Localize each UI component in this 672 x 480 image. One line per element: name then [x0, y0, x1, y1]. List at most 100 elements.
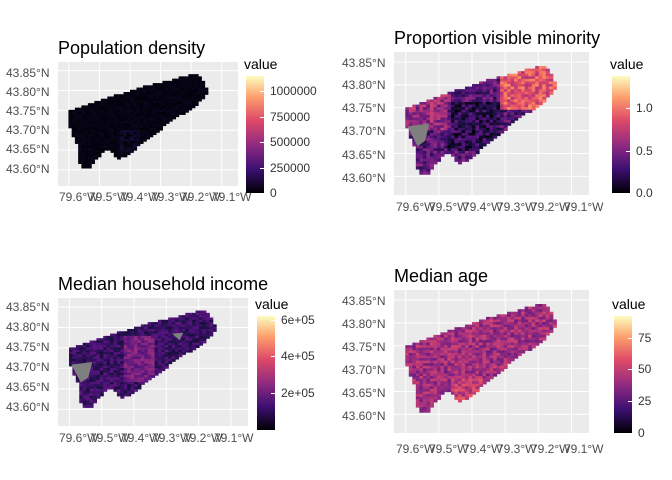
- y-tick-label: 43.65°N: [6, 142, 50, 156]
- y-tick-label: 43.60°N: [6, 162, 50, 176]
- chart-title: Proportion visible minority: [394, 28, 601, 48]
- y-tick-label: 43.80°N: [6, 85, 50, 99]
- x-tick-label: 79.5°W: [89, 190, 129, 204]
- legend-tick-mark: [260, 142, 264, 144]
- colorbar: [257, 316, 275, 430]
- x-tick-label: 79.2°W: [531, 200, 571, 214]
- y-tick-label: 43.75°N: [342, 101, 386, 115]
- x-tick-label: 79.5°W: [90, 431, 130, 445]
- x-tick-label: 79.3°W: [152, 431, 192, 445]
- map-regions: [68, 74, 209, 169]
- chart-title: Median household income: [58, 274, 269, 294]
- colorbar: [614, 316, 632, 433]
- y-tick-label: 43.65°N: [342, 148, 386, 162]
- legend-tick-label: 2e+05: [281, 386, 315, 401]
- x-tick-label: 79.3°W: [497, 200, 537, 214]
- map-proportion-visible-minority: [394, 52, 589, 195]
- colorbar: [246, 76, 264, 193]
- legend-title: value: [255, 296, 289, 312]
- x-tick-label: 79.2°W: [181, 190, 221, 204]
- x-tick-label: 79.1°W: [564, 200, 604, 214]
- y-tick-label: 43.70°N: [6, 123, 50, 137]
- legend-tick-label: 6e+05: [281, 312, 315, 327]
- y-tick-label: 43.75°N: [342, 340, 386, 354]
- legend-tick-label: 0: [270, 186, 277, 200]
- y-tick-label: 43.80°N: [342, 317, 386, 331]
- legend-tick-label: 250000: [270, 160, 311, 175]
- y-tick-label: 43.60°N: [342, 409, 386, 423]
- x-tick-label: 79.3°W: [497, 442, 537, 456]
- legend-tick-label: 4e+05: [281, 349, 315, 364]
- na-region: [172, 332, 184, 341]
- legend-tick-label: 0.5: [636, 143, 653, 158]
- legend-tick-mark: [260, 91, 264, 93]
- map-median-household-income: [58, 298, 248, 426]
- x-tick-label: 79.2°W: [183, 431, 223, 445]
- y-tick-label: 43.65°N: [6, 380, 50, 394]
- map-median-age: [394, 290, 589, 433]
- y-tick-label: 43.70°N: [342, 124, 386, 138]
- legend-tick-label: 1000000: [270, 84, 317, 99]
- y-tick-label: 43.80°N: [342, 78, 386, 92]
- legend-title: value: [612, 296, 646, 312]
- chart-title: Population density: [58, 38, 206, 58]
- x-tick-label: 79.4°W: [463, 200, 503, 214]
- x-tick-label: 79.3°W: [151, 190, 191, 204]
- na-region: [71, 362, 93, 383]
- legend-tick-label: 0.0: [636, 186, 653, 200]
- legend-title: value: [244, 56, 278, 72]
- y-tick-label: 43.85°N: [6, 300, 50, 314]
- legend-tick-label: 750000: [270, 109, 311, 124]
- legend-tick-label: 25: [638, 394, 652, 409]
- legend-tick-mark: [260, 116, 264, 118]
- colorbar: [612, 76, 630, 193]
- legend-tick-label: 500000: [270, 135, 311, 150]
- y-tick-label: 43.70°N: [342, 363, 386, 377]
- map-population-density: [58, 62, 238, 186]
- y-tick-label: 43.60°N: [6, 400, 50, 414]
- legend-tick-mark: [628, 433, 632, 434]
- y-tick-label: 43.60°N: [342, 171, 386, 185]
- y-tick-label: 43.75°N: [6, 340, 50, 354]
- legend-tick-mark: [628, 337, 632, 339]
- legend-tick-label: 1.0: [636, 101, 653, 116]
- y-tick-label: 43.85°N: [6, 66, 50, 80]
- x-tick-label: 79.1°W: [212, 190, 252, 204]
- legend-tick-mark: [626, 193, 630, 194]
- legend-tick-mark: [271, 319, 275, 321]
- map-regions: [405, 66, 557, 175]
- y-tick-label: 43.85°N: [342, 294, 386, 308]
- na-region: [407, 123, 430, 147]
- legend-tick-mark: [626, 108, 630, 110]
- x-tick-label: 79.5°W: [429, 442, 469, 456]
- x-tick-label: 79.6°W: [396, 442, 436, 456]
- legend-tick-mark: [260, 167, 264, 169]
- y-tick-label: 43.80°N: [6, 320, 50, 334]
- x-tick-label: 79.2°W: [531, 442, 571, 456]
- legend-tick-label: 75: [638, 330, 652, 345]
- legend-tick-label: 0: [638, 426, 645, 440]
- x-tick-label: 79.1°W: [214, 431, 254, 445]
- legend-tick-mark: [628, 369, 632, 371]
- chart-title: Median age: [394, 266, 489, 286]
- x-tick-label: 79.4°W: [120, 190, 160, 204]
- x-tick-label: 79.1°W: [564, 442, 604, 456]
- x-tick-label: 79.6°W: [59, 190, 99, 204]
- x-tick-label: 79.5°W: [429, 200, 469, 214]
- map-regions: [405, 304, 557, 413]
- legend-tick-mark: [628, 401, 632, 403]
- y-tick-label: 43.85°N: [342, 56, 386, 70]
- x-tick-label: 79.6°W: [396, 200, 436, 214]
- legend-tick-label: 50: [638, 362, 652, 377]
- y-tick-label: 43.70°N: [6, 360, 50, 374]
- legend-tick-mark: [271, 393, 275, 395]
- legend-tick-mark: [626, 150, 630, 152]
- y-tick-label: 43.75°N: [6, 104, 50, 118]
- y-tick-label: 43.65°N: [342, 386, 386, 400]
- x-tick-label: 79.4°W: [121, 431, 161, 445]
- legend-title: value: [610, 56, 644, 72]
- map-regions: [69, 310, 217, 408]
- legend-tick-mark: [271, 356, 275, 358]
- x-tick-label: 79.4°W: [463, 442, 503, 456]
- x-tick-label: 79.6°W: [59, 431, 99, 445]
